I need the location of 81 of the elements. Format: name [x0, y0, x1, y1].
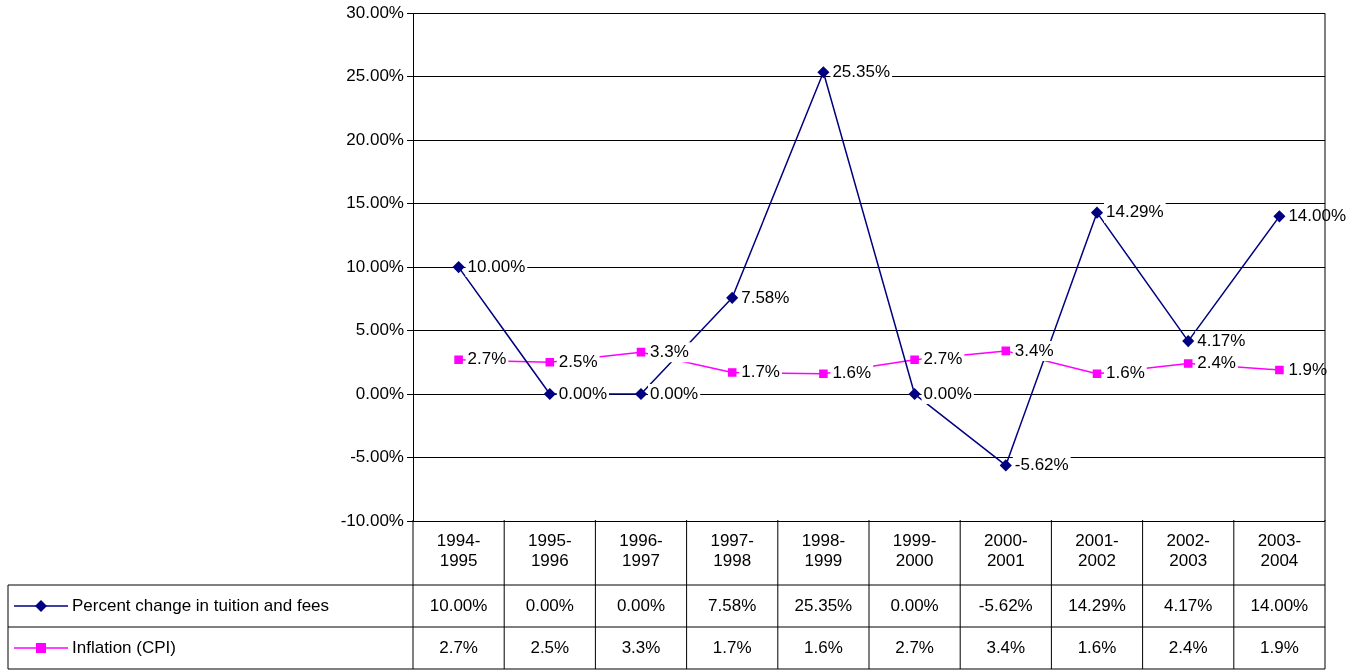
- point: [635, 388, 647, 400]
- text: 0.00%: [650, 383, 699, 403]
- data-label: 2.7%: [895, 637, 934, 657]
- point: [908, 388, 921, 400]
- data-label: 1.9%: [1260, 637, 1299, 657]
- point: [817, 66, 830, 78]
- data-label: 2.5%: [530, 637, 570, 657]
- text: 1.9%: [1288, 359, 1328, 379]
- x-tick-label: 2000-2001: [984, 530, 1028, 571]
- point: [454, 355, 463, 365]
- point: [1001, 346, 1011, 356]
- point: [545, 358, 555, 367]
- data-label: 1.7%: [712, 637, 752, 657]
- text: 14.00%: [1288, 206, 1347, 226]
- data-label: 4.17%: [1164, 595, 1213, 615]
- y-tick-label: 15.00%: [346, 193, 404, 213]
- y-tick-label: 25.00%: [346, 66, 404, 86]
- y-tick-label: -5.00%: [350, 447, 404, 467]
- text: 2.5%: [558, 352, 598, 371]
- point: [636, 347, 646, 357]
- text: 2.7%: [467, 349, 507, 369]
- y-tick-label: 20.00%: [346, 129, 404, 149]
- text: -5.62%: [1014, 455, 1069, 475]
- point: [727, 368, 737, 377]
- y-tick-label: 5.00%: [355, 320, 404, 340]
- point: [819, 369, 828, 379]
- text: 2.4%: [1197, 353, 1236, 373]
- data-label: 7.58%: [708, 595, 757, 615]
- x-tick-label: 1997-1998: [710, 530, 754, 571]
- legend-label: Inflation (CPI): [72, 637, 176, 657]
- x-tick-label: 2003-2004: [1257, 530, 1302, 571]
- point: [910, 355, 919, 365]
- data-label: 2.7%: [439, 637, 478, 657]
- text: 4.17%: [1197, 330, 1246, 350]
- y-tick-label: 30.00%: [346, 2, 404, 22]
- data-label: 14.29%: [1068, 595, 1126, 615]
- point: [1182, 335, 1194, 347]
- x-tick-label: 2001-2002: [1075, 530, 1119, 571]
- x-tick-label: 2002-2003: [1166, 530, 1210, 571]
- data-label: 0.00%: [616, 595, 666, 615]
- text: 1.7%: [741, 362, 780, 382]
- data-label: -5.62%: [978, 595, 1033, 615]
- data-label: 0.00%: [890, 595, 939, 615]
- point: [726, 292, 738, 304]
- point: [1091, 206, 1103, 219]
- data-label: 3.4%: [986, 637, 1026, 657]
- data-label: 1.6%: [1077, 637, 1117, 657]
- y-tick-label: 0.00%: [355, 383, 404, 403]
- data-label: 0.00%: [525, 595, 574, 615]
- text: 1.6%: [832, 363, 872, 383]
- point: [1183, 359, 1193, 368]
- data-label: 2.4%: [1168, 637, 1208, 657]
- data-label: 14.00%: [1250, 595, 1309, 615]
- point: [1275, 365, 1284, 375]
- point: [1092, 369, 1102, 379]
- text: 3.3%: [650, 341, 689, 361]
- point: [544, 388, 556, 400]
- data-label: 3.3%: [621, 637, 661, 657]
- x-tick-label: 1996-1997: [619, 530, 663, 571]
- text: 7.58%: [741, 287, 790, 307]
- data-label: 25.35%: [794, 595, 853, 615]
- point: [1273, 210, 1286, 223]
- data-label: 1.6%: [804, 637, 843, 657]
- text: 14.29%: [1106, 202, 1164, 222]
- x-tick-label: 1995-1996: [528, 530, 572, 571]
- x-tick-label: 1994-1995: [436, 530, 481, 571]
- y-tick-label: -10.00%: [340, 510, 404, 530]
- text: 10.00%: [467, 256, 526, 276]
- point: [1000, 459, 1012, 472]
- data-label: 10.00%: [429, 595, 488, 615]
- y-tick-label: 10.00%: [346, 256, 404, 276]
- text: 3.4%: [1014, 340, 1054, 360]
- text: 2.7%: [923, 349, 963, 369]
- text: 0.00%: [923, 383, 972, 403]
- x-tick-label: 1999-2000: [892, 530, 937, 571]
- text: 1.6%: [1106, 363, 1145, 383]
- text: 25.35%: [832, 61, 891, 81]
- text: 0.00%: [558, 383, 607, 403]
- point: [452, 261, 465, 273]
- legend-label: Percent change in tuition and fees: [72, 595, 330, 615]
- x-tick-label: 1998-1999: [801, 530, 846, 571]
